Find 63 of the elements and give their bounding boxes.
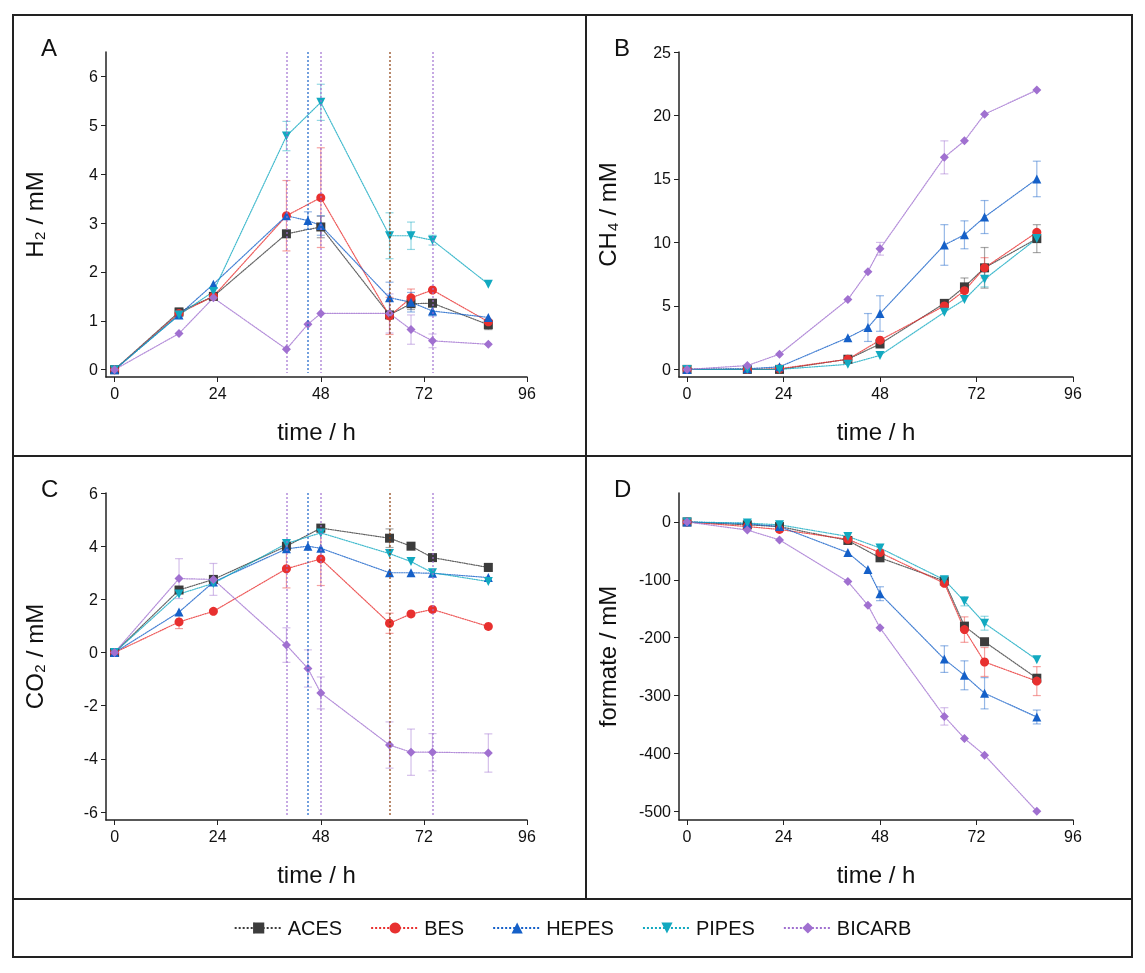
y-tick-label: 2: [89, 590, 99, 608]
y-tick-label: 1: [89, 312, 99, 330]
y-tick-label: 10: [653, 233, 672, 251]
y-tick-label: 0: [662, 513, 672, 531]
y-tick-label: 0: [662, 360, 672, 378]
x-tick-label: 72: [415, 384, 433, 402]
x-tick-label: 24: [208, 384, 227, 402]
y-axis-title: CH₄ / mM: [593, 162, 621, 267]
chart-title: D: [614, 474, 632, 502]
x-tick-label: 48: [311, 384, 330, 402]
x-tick-label: 0: [110, 827, 120, 845]
x-tick-label: 48: [871, 827, 890, 845]
legend-label: BICARB: [836, 917, 912, 939]
x-axis-title: time / h: [836, 417, 916, 445]
x-axis-title: time / h: [277, 417, 356, 445]
x-tick-label: 96: [518, 827, 536, 845]
x-tick-label: 0: [110, 384, 120, 402]
y-tick-label: -300: [638, 687, 672, 705]
y-tick-label: -4: [83, 750, 99, 768]
y-tick-label: 0: [89, 644, 99, 662]
chart-title: A: [41, 33, 58, 61]
y-tick-label: -2: [83, 697, 99, 715]
y-tick-label: 6: [89, 484, 99, 502]
y-tick-label: 6: [89, 67, 99, 85]
legend-label: ACES: [287, 917, 343, 939]
y-axis-title: H₂ / mM: [20, 171, 48, 258]
legend-label: BES: [424, 917, 465, 939]
y-tick-label: 25: [653, 43, 672, 61]
y-tick-label: 5: [89, 116, 99, 134]
y-tick-label: 4: [89, 165, 99, 183]
y-tick-label: 2: [89, 263, 99, 281]
x-tick-label: 24: [208, 827, 227, 845]
x-tick-label: 0: [682, 384, 692, 402]
y-tick-label: 15: [653, 170, 672, 188]
y-tick-label: 5: [662, 297, 672, 315]
y-tick-label: 20: [653, 106, 672, 124]
x-tick-label: 48: [311, 827, 330, 845]
y-tick-label: 3: [89, 214, 99, 232]
y-tick-label: -100: [638, 571, 672, 589]
chart-title: B: [614, 33, 631, 61]
x-tick-label: 96: [518, 384, 536, 402]
legend-label: HEPES: [546, 917, 614, 939]
x-tick-label: 96: [1064, 384, 1082, 402]
y-tick-label: -6: [83, 803, 99, 821]
x-tick-label: 48: [871, 384, 890, 402]
y-tick-label: 4: [89, 537, 99, 555]
x-tick-label: 24: [774, 827, 793, 845]
x-tick-label: 72: [967, 384, 986, 402]
y-tick-label: -200: [638, 629, 672, 647]
x-tick-label: 0: [682, 827, 692, 845]
chart-title: C: [41, 474, 59, 502]
x-tick-label: 96: [1064, 827, 1082, 845]
x-axis-title: time / h: [836, 860, 916, 888]
x-tick-label: 24: [774, 384, 793, 402]
x-axis-title: time / h: [277, 860, 356, 888]
y-tick-label: -400: [638, 744, 672, 762]
x-tick-label: 72: [967, 827, 986, 845]
legend-label: PIPES: [695, 917, 755, 939]
y-tick-label: 0: [89, 361, 99, 379]
y-axis-title: formate / mM: [593, 585, 621, 728]
y-axis-title: CO₂ / mM: [20, 603, 48, 710]
y-tick-label: -500: [638, 802, 672, 820]
x-tick-label: 72: [415, 827, 433, 845]
